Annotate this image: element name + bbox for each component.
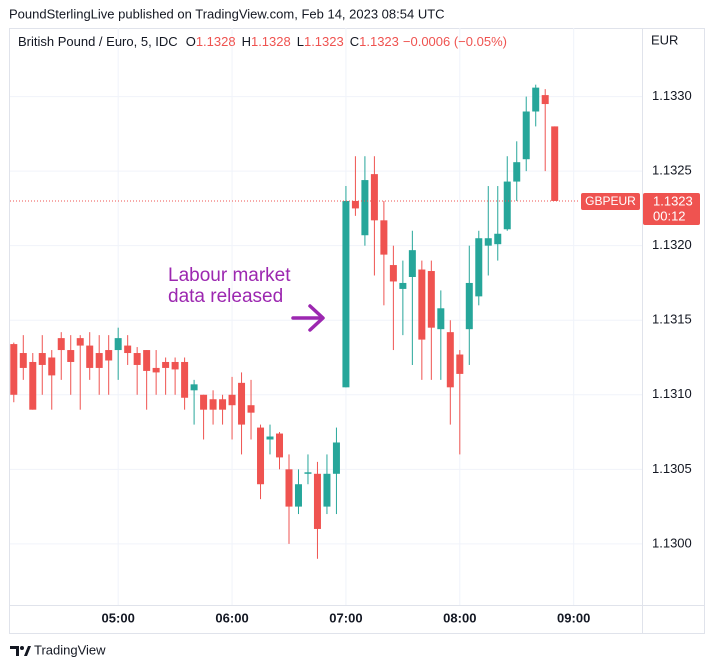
candle-body bbox=[114, 338, 122, 351]
footer: TradingView bbox=[34, 642, 106, 657]
legend-ohlc-label: H bbox=[242, 34, 251, 49]
candle-body bbox=[418, 269, 426, 340]
legend-ohlc-value: 1.1328 bbox=[251, 34, 291, 49]
annotation-line: data released bbox=[168, 286, 283, 307]
candle-body bbox=[503, 181, 511, 230]
legend-ohlc-value: 1.1323 bbox=[359, 34, 399, 49]
y-tick-label: 1.1300 bbox=[652, 535, 692, 550]
candle-body bbox=[427, 271, 435, 328]
candle-body bbox=[38, 353, 46, 365]
candle-body bbox=[95, 353, 103, 368]
candle-body bbox=[551, 126, 559, 201]
candle-body bbox=[124, 345, 132, 354]
candle-body bbox=[361, 180, 369, 236]
candle-body bbox=[456, 354, 464, 374]
candle-body bbox=[276, 433, 284, 458]
candle-body bbox=[475, 238, 483, 297]
candle-body bbox=[266, 436, 274, 440]
candle-body bbox=[10, 344, 18, 395]
candle-body bbox=[152, 367, 160, 373]
candle-body bbox=[351, 200, 359, 209]
candle-body bbox=[389, 265, 397, 282]
candle-body bbox=[219, 399, 227, 410]
x-tick-label: 07:00 bbox=[329, 610, 362, 625]
candle-body bbox=[67, 350, 75, 362]
legend: British Pound / Euro, 5, IDC O1.1328 H1.13… bbox=[18, 34, 507, 49]
candle-body bbox=[313, 473, 321, 529]
x-tick-label: 08:00 bbox=[443, 610, 476, 625]
candle-body bbox=[133, 353, 141, 365]
candle-body bbox=[181, 361, 189, 398]
legend-ohlc-value: 1.1328 bbox=[196, 34, 236, 49]
chart-frame bbox=[9, 28, 705, 634]
header: PoundSterlingLive published on TradingVi… bbox=[9, 6, 445, 21]
candle-body bbox=[304, 472, 312, 474]
candle-body bbox=[399, 282, 407, 289]
candle-body bbox=[48, 357, 56, 376]
candle-body bbox=[19, 353, 27, 368]
candle-body bbox=[171, 361, 179, 370]
candle-body bbox=[437, 308, 445, 330]
symbol-tag bbox=[581, 192, 640, 210]
candle-body bbox=[446, 332, 454, 388]
candle-body bbox=[342, 200, 350, 388]
y-tick-label: 1.1310 bbox=[652, 386, 692, 401]
price-tag bbox=[643, 192, 700, 225]
candle-body bbox=[408, 250, 416, 277]
y-tick-label: 1.1330 bbox=[652, 88, 692, 103]
y-tick-label: 1.1315 bbox=[652, 312, 692, 327]
footer-logo bbox=[10, 646, 31, 656]
legend-ohlc-label: L bbox=[297, 34, 304, 49]
candle-body bbox=[257, 427, 265, 485]
candle-body bbox=[105, 350, 113, 361]
y-tick-label: 1.1320 bbox=[652, 237, 692, 252]
candle-body bbox=[532, 87, 540, 112]
candle-body bbox=[522, 111, 530, 160]
y-tick-label: 1.1325 bbox=[652, 163, 692, 178]
candle-body bbox=[285, 469, 293, 507]
candle-body bbox=[190, 384, 198, 391]
x-tick-label: 09:00 bbox=[557, 610, 590, 625]
candle-body bbox=[380, 220, 388, 255]
symbol-tag-label: GBPEUR bbox=[585, 194, 636, 208]
candle-body bbox=[162, 361, 170, 368]
price-tag-label: 1.1323 bbox=[653, 193, 693, 208]
candle-body bbox=[57, 338, 65, 351]
legend-title: British Pound / Euro, 5, IDC bbox=[18, 34, 178, 49]
candle-body bbox=[209, 399, 217, 410]
candle-body bbox=[465, 282, 473, 330]
candle-body bbox=[541, 95, 549, 105]
candle-body bbox=[323, 473, 331, 507]
x-tick-label: 06:00 bbox=[215, 610, 248, 625]
candle-body bbox=[86, 345, 94, 368]
candle-body bbox=[76, 338, 84, 346]
candle-body bbox=[143, 350, 151, 371]
candle-body bbox=[29, 361, 37, 410]
candle-body bbox=[332, 442, 340, 474]
candle-body bbox=[484, 238, 492, 246]
candle-body bbox=[238, 382, 246, 425]
annotation-arrow bbox=[291, 304, 325, 332]
annotation-line: Labour market bbox=[168, 265, 291, 286]
countdown: 00:12 bbox=[653, 208, 686, 223]
legend-change: −0.0006 (−0.05%) bbox=[403, 34, 507, 49]
candle-body bbox=[370, 174, 378, 221]
x-tick-label: 05:00 bbox=[102, 610, 135, 625]
candle-body bbox=[494, 233, 502, 245]
candle-body bbox=[200, 394, 208, 410]
candle-body bbox=[228, 394, 236, 406]
legend-ohlc-label: O bbox=[186, 34, 196, 49]
candle-body bbox=[247, 405, 255, 413]
y-tick-label: 1.1305 bbox=[652, 461, 692, 476]
candle-body bbox=[513, 162, 521, 182]
legend-ohlc-value: 1.1323 bbox=[304, 34, 344, 49]
candle-body bbox=[294, 484, 302, 507]
currency: EUR bbox=[651, 32, 678, 47]
legend-ohlc-label: C bbox=[350, 34, 359, 49]
